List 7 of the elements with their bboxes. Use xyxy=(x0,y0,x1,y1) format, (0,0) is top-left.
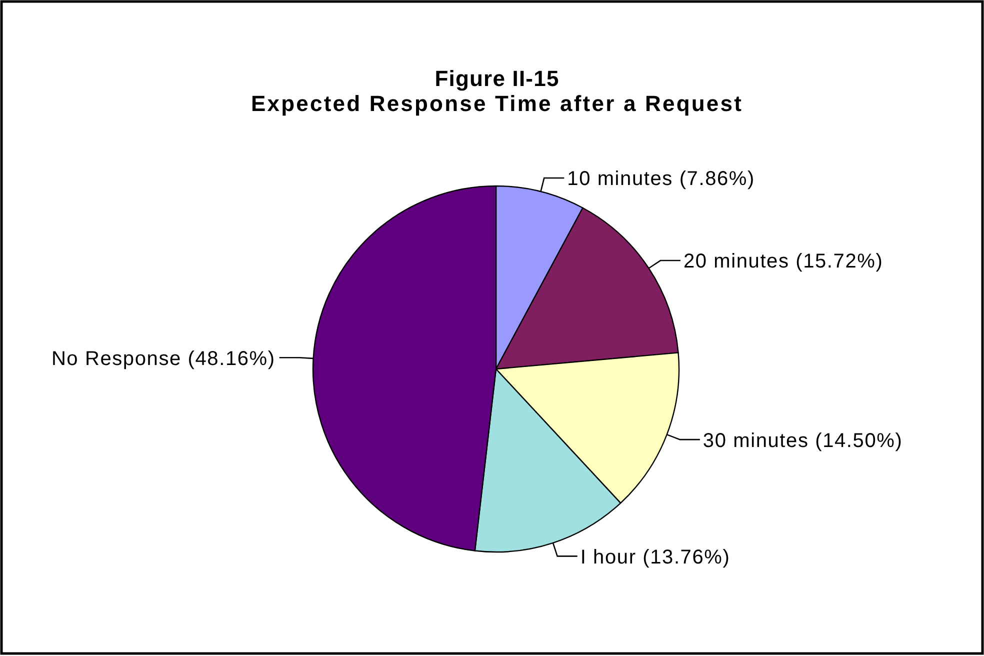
chart-title: Figure II-15 xyxy=(434,66,560,91)
slice-label: No Response (48.16%) xyxy=(51,348,276,370)
slice-label: I hour (13.76%) xyxy=(580,546,730,568)
chart-subtitle: Expected Response Time after a Request xyxy=(251,91,743,116)
slice-label: 20 minutes (15.72%) xyxy=(683,250,884,273)
slice-label: 10 minutes (7.86%) xyxy=(567,168,755,190)
slice-label: 30 minutes (14.50%) xyxy=(702,430,903,452)
